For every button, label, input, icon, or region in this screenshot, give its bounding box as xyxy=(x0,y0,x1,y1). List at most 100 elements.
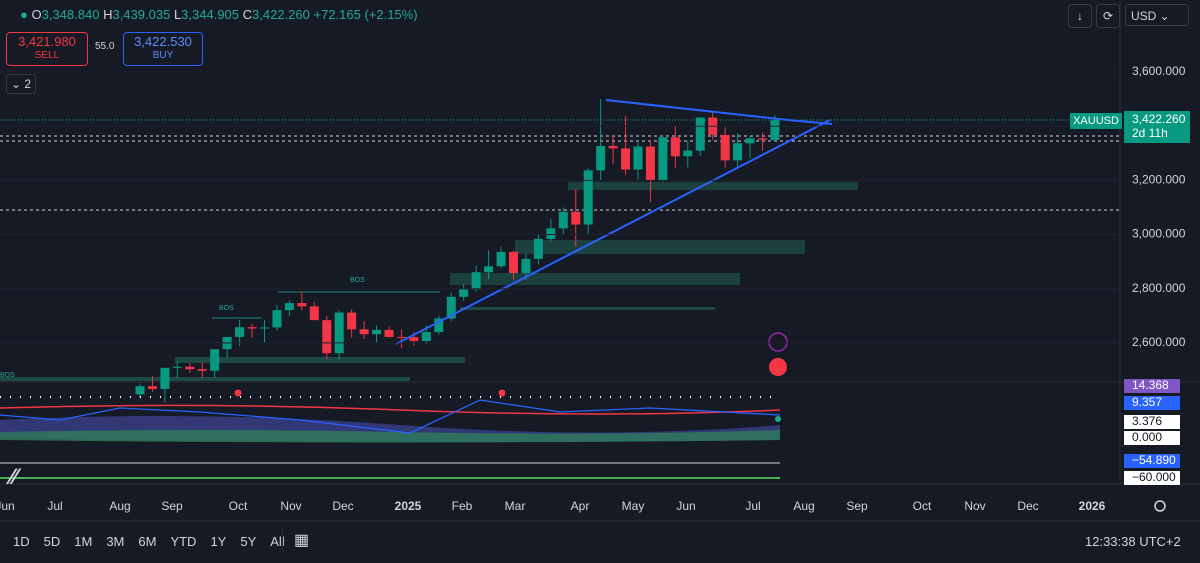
candle-body xyxy=(770,120,780,141)
candle-body xyxy=(359,329,369,335)
candle-body xyxy=(608,145,618,149)
y-tick-label: 2,800.000 xyxy=(1132,281,1186,295)
zones xyxy=(0,182,858,381)
symbol-tag-text: XAUUSD xyxy=(1073,115,1119,127)
annotation: BOS xyxy=(350,277,365,284)
candle-body xyxy=(185,366,195,370)
range-button[interactable]: 6M xyxy=(138,534,157,549)
range-button[interactable]: 5D xyxy=(43,534,61,549)
zone xyxy=(460,307,715,310)
x-tick-label: Aug xyxy=(793,499,814,513)
candle-body xyxy=(471,272,481,290)
value: 3,422.260 xyxy=(252,7,310,22)
event-icon[interactable] xyxy=(769,358,787,376)
candle-body xyxy=(235,327,245,337)
x-tick-label: Jul xyxy=(47,499,62,513)
candle-body xyxy=(347,312,357,330)
candle-body xyxy=(583,170,593,225)
candle-body xyxy=(645,146,655,181)
zone xyxy=(568,182,858,190)
zone xyxy=(0,377,410,381)
range-button[interactable]: 1D xyxy=(13,534,30,549)
divider xyxy=(282,528,283,554)
symbol-tag xyxy=(1070,113,1122,129)
x-tick-label: Jun xyxy=(676,499,695,513)
annotation: BOS xyxy=(0,372,15,379)
range-button[interactable]: 3M xyxy=(106,534,125,549)
label: L xyxy=(173,7,182,22)
indicator-tag xyxy=(1124,396,1180,410)
event-icon[interactable] xyxy=(768,332,788,352)
range-button[interactable]: All xyxy=(270,534,285,549)
y-tick-label: 2,600.000 xyxy=(1132,335,1186,349)
x-tick-label: Dec xyxy=(332,499,353,513)
candle-body xyxy=(197,369,207,371)
indicator-pane xyxy=(0,389,781,479)
download-button[interactable]: ↓ xyxy=(1068,4,1092,28)
spread: 55.0 xyxy=(95,41,115,52)
countdown: 2d 11h xyxy=(1132,126,1168,140)
candle-body xyxy=(260,327,269,329)
candle-body xyxy=(571,211,581,225)
candle-body xyxy=(434,318,444,333)
x-tick-label: Apr xyxy=(571,499,590,513)
settings-icon[interactable] xyxy=(1154,500,1166,512)
trendline xyxy=(605,99,789,121)
indicator-line xyxy=(0,399,781,434)
candle-body xyxy=(758,138,767,140)
calendar-button[interactable]: ▦ xyxy=(294,532,310,549)
range-button[interactable]: 1M xyxy=(74,534,93,549)
candle-body xyxy=(546,228,556,239)
value: 3,439.035 xyxy=(112,7,171,22)
sell-price: 3,421.980 xyxy=(18,34,76,49)
candle-body xyxy=(509,251,518,274)
indicator-tag xyxy=(1124,379,1180,393)
indicator-tag xyxy=(1124,431,1180,445)
candles xyxy=(135,99,780,403)
y-tick-label: 3,000.000 xyxy=(1132,227,1186,241)
candle-body xyxy=(621,148,631,170)
x-tick-label: Jul xyxy=(745,499,760,513)
collapse-button[interactable]: ⌄ 2 xyxy=(6,74,36,94)
candle-body xyxy=(297,303,307,307)
candle-body xyxy=(247,327,257,329)
candle-body xyxy=(272,310,282,328)
refresh-button[interactable]: ⟳ xyxy=(1096,4,1120,28)
indicator-value: 14.368 xyxy=(1132,378,1169,392)
candle-body xyxy=(496,251,506,267)
x-tick-label: Dec xyxy=(1017,499,1038,513)
currency: USD xyxy=(1131,9,1157,23)
indicator-tag xyxy=(1124,454,1180,468)
candle-body xyxy=(372,329,382,335)
sell-label: SELL xyxy=(34,50,60,61)
candle-body xyxy=(484,266,494,273)
candle-body xyxy=(147,386,157,389)
currency-select[interactable]: USD ⌄ xyxy=(1125,4,1189,26)
candle-body xyxy=(160,367,170,389)
range-button[interactable]: 5Y xyxy=(240,534,257,549)
price-axis: 2,600.0002,800.0003,000.0003,200.0003,40… xyxy=(0,64,1186,349)
ohlc-header: ● O3,348.840 H3,439.035 L3,344.905 C3,42… xyxy=(20,7,418,22)
buy-button[interactable]: 3,422.530 BUY xyxy=(123,32,203,66)
candle-body xyxy=(421,332,431,341)
annotation: BOS xyxy=(219,305,234,312)
price-tag-text: 3,422.260 xyxy=(1132,112,1186,126)
indicator-value: 3.376 xyxy=(1132,414,1162,428)
label: C xyxy=(242,7,253,22)
candle-body xyxy=(670,137,680,157)
clock: 12:33:38 UTC+2 xyxy=(1085,534,1181,549)
sell-button[interactable]: 3,421.980 SELL xyxy=(6,32,88,66)
range-button[interactable]: 1Y xyxy=(210,534,227,549)
zone xyxy=(450,273,740,285)
candle-body xyxy=(384,329,394,337)
x-tick-label: Nov xyxy=(280,499,301,513)
candle-body xyxy=(396,336,406,338)
range-toolbar: 1D 5D 1M 3M 6M YTD 1Y 5Y All xyxy=(13,533,299,551)
x-tick-label: Aug xyxy=(109,499,130,513)
indicator-area xyxy=(0,430,780,443)
logo: ⁄⁄ xyxy=(10,464,18,489)
range-button[interactable]: YTD xyxy=(170,534,197,549)
price-tag xyxy=(1124,111,1190,143)
